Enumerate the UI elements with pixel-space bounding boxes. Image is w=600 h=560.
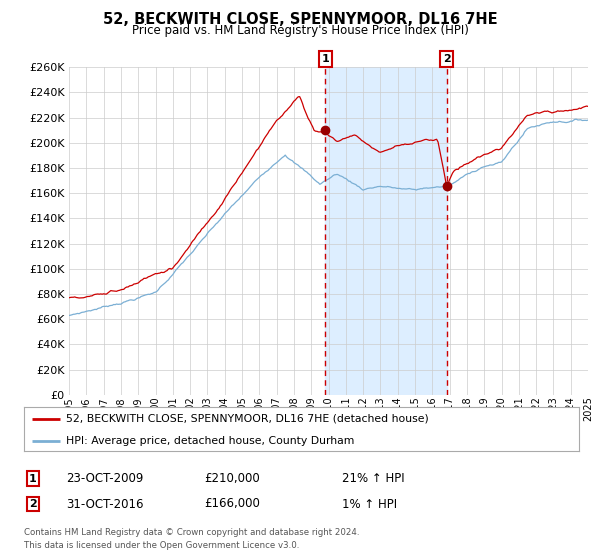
Text: 2: 2 [443, 54, 451, 64]
Bar [325, 67, 446, 395]
Text: 21% ↑ HPI: 21% ↑ HPI [342, 472, 404, 486]
Text: 31-OCT-2016: 31-OCT-2016 [66, 497, 143, 511]
Text: 2: 2 [29, 499, 37, 509]
Text: 1: 1 [322, 54, 329, 64]
Text: 52, BECKWITH CLOSE, SPENNYMOOR, DL16 7HE (detached house): 52, BECKWITH CLOSE, SPENNYMOOR, DL16 7HE… [65, 414, 428, 424]
Text: Price paid vs. HM Land Registry's House Price Index (HPI): Price paid vs. HM Land Registry's House … [131, 24, 469, 36]
Text: £166,000: £166,000 [204, 497, 260, 511]
Text: 23-OCT-2009: 23-OCT-2009 [66, 472, 143, 486]
Text: This data is licensed under the Open Government Licence v3.0.: This data is licensed under the Open Gov… [24, 541, 299, 550]
Text: 52, BECKWITH CLOSE, SPENNYMOOR, DL16 7HE: 52, BECKWITH CLOSE, SPENNYMOOR, DL16 7HE [103, 12, 497, 27]
Text: HPI: Average price, detached house, County Durham: HPI: Average price, detached house, Coun… [65, 436, 354, 446]
Text: 1: 1 [29, 474, 37, 484]
Text: Contains HM Land Registry data © Crown copyright and database right 2024.: Contains HM Land Registry data © Crown c… [24, 528, 359, 536]
Text: 1% ↑ HPI: 1% ↑ HPI [342, 497, 397, 511]
Text: £210,000: £210,000 [204, 472, 260, 486]
